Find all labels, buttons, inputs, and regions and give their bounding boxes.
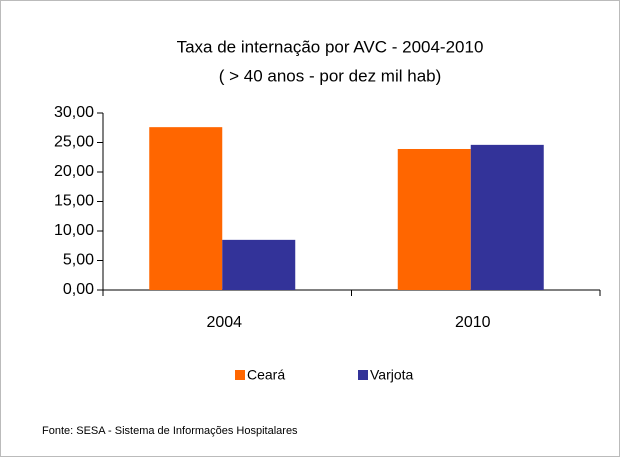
bar (470, 144, 544, 290)
x-tick-label: 2010 (455, 314, 491, 331)
legend-label: Varjota (370, 367, 414, 383)
legend-swatch (358, 370, 368, 380)
source-note: Fonte: SESA - Sistema de Informações Hos… (42, 425, 298, 437)
chart-subtitle: ( > 40 anos - por dez mil hab) (219, 66, 442, 85)
y-tick-label: 15,00 (54, 193, 94, 210)
y-tick-label: 30,00 (54, 104, 94, 121)
legend-swatch (235, 370, 245, 380)
y-tick-label: 10,00 (54, 222, 94, 239)
y-tick-label: 20,00 (54, 163, 94, 180)
y-tick-label: 25,00 (54, 134, 94, 151)
y-tick-label: 0,00 (63, 281, 94, 298)
bar (149, 127, 223, 290)
y-tick-label: 5,00 (63, 252, 94, 269)
bar (397, 148, 471, 290)
chart-title: Taxa de internação por AVC - 2004-2010 (177, 37, 484, 56)
x-tick-label: 2004 (206, 314, 242, 331)
bar (222, 239, 296, 290)
legend-label: Ceará (247, 367, 285, 383)
